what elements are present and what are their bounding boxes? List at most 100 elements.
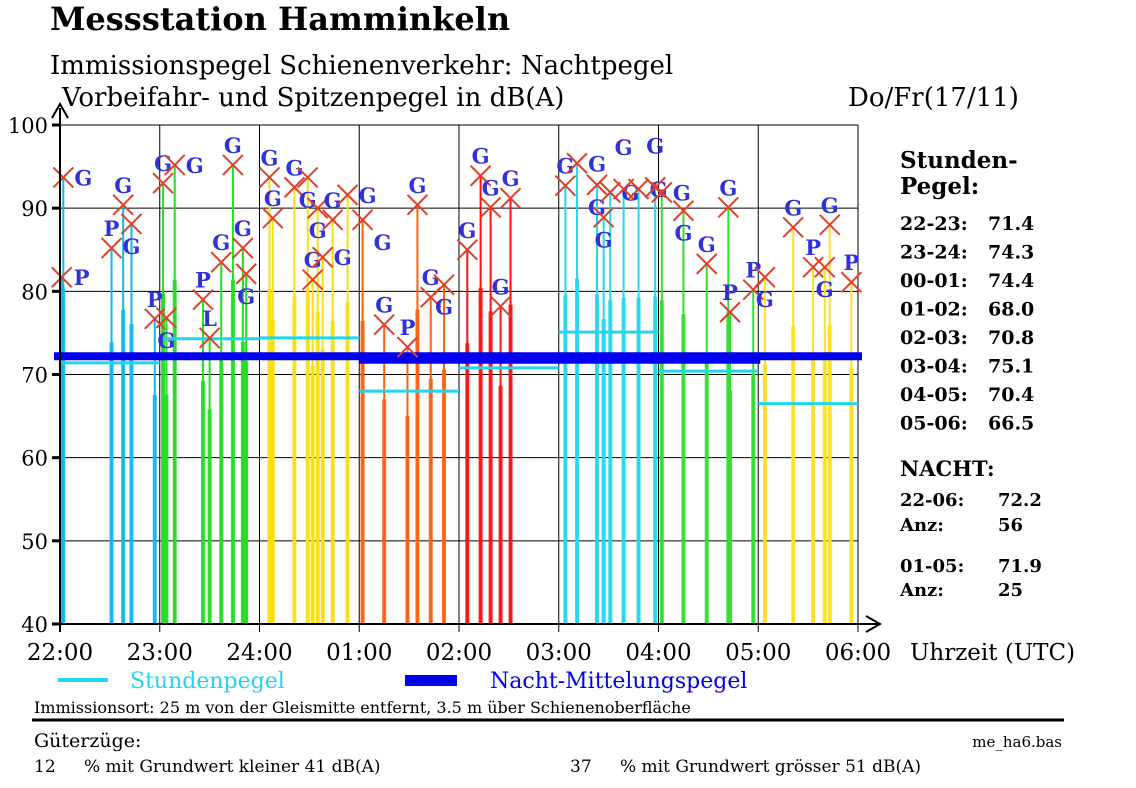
x-axis-labels: 22:00 23:00 24:00 01:00 02:00 03:00 04:00 05:00… [27,640,891,666]
x-marker-icon [696,253,718,275]
event-type-label: G [719,175,737,200]
event-marker: G [433,273,455,320]
night-count-label: Anz: [899,580,944,601]
event-marker: G [232,216,254,259]
x-marker-icon [819,214,841,236]
hourly-stat-value: 68.0 [988,299,1034,321]
event-type-label: G [435,295,453,320]
x-marker-icon [50,266,73,288]
event-marker: G [258,145,281,189]
x-marker-icon [627,178,650,200]
x-tick-label: 05:00 [725,640,791,666]
event-marker: G [592,206,615,252]
legend-hourly-label: Stundenpegel [130,669,285,694]
event-marker: G [120,213,143,259]
x-tick-label: 04:00 [625,640,691,666]
x-marker-icon [469,165,492,187]
hourly-stat-label: 04-05: [900,384,968,406]
hourly-stat-label: 01-02: [900,299,968,321]
event-type-label: G [646,133,664,158]
low-text: % mit Grundwert kleiner 41 dB(A) [84,757,381,777]
event-type-label: G [556,154,574,179]
x-marker-icon [210,251,232,273]
event-type-label: G [673,180,691,205]
event-marker: P [396,315,419,358]
event-type-label: P [805,235,821,260]
event-marker: P [802,235,824,278]
x-marker-icon [321,209,344,231]
event-type-label: G [595,227,613,252]
event-type-label: G [422,265,440,290]
event-type-label: G [157,328,175,353]
event-type-label: P [195,268,211,293]
event-type-label: G [234,216,252,241]
event-marker: G [819,193,841,236]
x-marker-icon [802,256,824,278]
x-marker-icon [456,239,479,261]
x-marker-icon [612,178,635,200]
event-type-label: G [374,230,392,255]
night-levels [54,352,862,364]
x-marker-icon [373,313,395,336]
file-name: me_ha6.bas [972,733,1062,751]
x-marker-icon [258,166,281,189]
x-marker-icon [840,271,863,293]
event-marker: G [210,230,232,273]
event-marker: G [782,195,804,239]
event-marker: G [321,188,344,231]
event-type-label: G [472,144,490,169]
event-type-label: L [202,306,217,331]
grid [52,123,859,632]
event-type-label: G [324,188,342,213]
event-type-label: G [492,274,510,299]
event-type-label: G [816,277,834,302]
x-marker-icon [112,194,134,216]
event-marker: G [283,155,306,199]
hourly-stat-label: 22-23: [900,213,968,235]
event-type-label: G [114,173,132,198]
event-type-label: G [237,284,255,309]
location-note: Immissionsort: 25 m von der Gleismitte e… [34,698,691,717]
event-type-label: G [674,221,692,246]
event-type-label: P [745,258,761,283]
event-type-label: G [502,166,520,191]
date-label: Do/Fr(17/11) [848,83,1019,113]
event-type-label: G [756,287,774,312]
y-tick-label: 40 [21,613,48,637]
x-marker-icon [222,154,244,176]
event-marker: G [651,180,691,205]
x-marker-icon [566,152,588,174]
chart-subtitle: Immissionspegel Schienenverkehr: Nachtpe… [50,51,673,81]
legend-night-label: Nacht-Mittelungspegel [490,669,747,694]
event-type-label: G [588,151,606,176]
x-marker-icon [351,209,374,231]
event-type-label: G [224,133,242,158]
event-type-label: G [375,293,393,318]
x-marker-icon [499,187,522,209]
x-marker-icon [396,336,419,358]
x-marker-icon [754,266,776,288]
event-marker: G [306,197,329,243]
x-marker-icon [192,288,214,311]
hourly-stat-label: 02-03: [900,327,968,349]
hourly-stat-value: 71.4 [988,213,1034,235]
hourly-stat-label: 03-04: [900,356,968,378]
x-tick-label: 02:00 [426,640,492,666]
event-marker: G [754,266,776,312]
event-marker: G [612,135,635,200]
event-marker: G [566,151,606,176]
event-marker: P [840,250,863,293]
y-tick-label: 100 [8,114,48,138]
event-type-label: G [123,234,141,259]
axes [51,101,883,633]
event-marker: G [469,144,492,187]
x-marker-icon [235,263,257,285]
event-marker: G [52,165,92,190]
y-axis-labels: 40 50 60 70 80 90 100 [8,114,48,637]
x-marker-icon [651,181,673,204]
x-marker-icon [814,256,836,278]
station-title: Messstation Hamminkeln [50,0,510,38]
stats-heading-2: Pegel: [900,173,979,200]
